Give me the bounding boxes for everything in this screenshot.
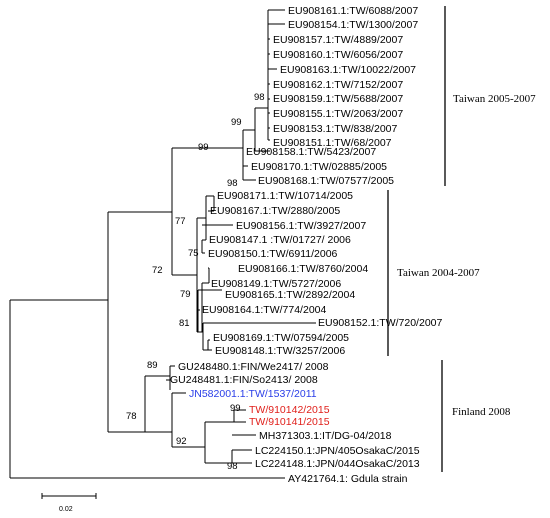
leaf-label: EU908164.1:TW/774/2004 <box>202 304 326 316</box>
leaf-label: EU908151.1:TW/68/2007 <box>273 137 392 149</box>
bootstrap-value: 75 <box>188 248 199 259</box>
bootstrap-value: 77 <box>175 216 186 227</box>
bootstrap-value: 98 <box>254 92 265 103</box>
leaf-label: EU908162.1:TW/7152/2007 <box>273 79 403 91</box>
leaf-label: EU908171.1:TW/10714/2005 <box>217 190 353 202</box>
clade-annotations: Taiwan 2005-2007 Taiwan 2004-2007 Finlan… <box>387 6 536 472</box>
scale-bar: 0.02 <box>41 493 97 513</box>
tree-branches <box>9 9 316 479</box>
leaf-label: GU248480.1:FIN/We2417/ 2008 <box>178 361 329 373</box>
leaf-label: EU908152.1:TW/720/2007 <box>318 317 442 329</box>
leaf-label: MH371303.1:IT/DG-04/2018 <box>259 430 392 442</box>
bootstrap-value: 89 <box>147 360 158 371</box>
leaf-label: LC224148.1:JPN/044OsakaC/2013 <box>255 458 420 470</box>
bootstrap-value: 92 <box>176 436 187 447</box>
leaf-label: GU248481.1:FIN/So2413/ 2008 <box>170 374 318 386</box>
bootstrap-value: 98 <box>227 178 238 189</box>
bootstrap-value: 98 <box>227 461 238 472</box>
leaf-label: EU908159.1:TW/5688/2007 <box>273 93 403 105</box>
clade-label-taiwan-2005-2007: Taiwan 2005-2007 <box>453 93 536 105</box>
scale-bar-label: 0.02 <box>59 506 73 513</box>
leaf-label: EU908150.1:TW/6911/2006 <box>208 248 338 260</box>
leaf-label: LC224150.1:JPN/405OsakaC/2015 <box>255 445 420 457</box>
leaf-label: EU908160.1:TW/6056/2007 <box>273 49 403 61</box>
leaf-label: EU908163.1:TW/10022/2007 <box>280 64 416 76</box>
leaf-label: TW/910142/2015 <box>249 404 330 416</box>
leaf-label: EU908161.1:TW/6088/2007 <box>288 5 418 17</box>
leaf-label: EU908153.1:TW/838/2007 <box>273 123 397 135</box>
bootstrap-value: 99 <box>198 142 209 153</box>
bootstrap-value: 81 <box>179 318 190 329</box>
leaf-label: EU908157.1:TW/4889/2007 <box>273 34 403 46</box>
leaf-label: EU908170.1:TW/02885/2005 <box>251 161 387 173</box>
leaf-label: EU908148.1:TW/3257/2006 <box>215 345 345 357</box>
leaf-label: EU908169.1:TW/07594/2005 <box>213 332 349 344</box>
leaf-label: EU908154.1:TW/1300/2007 <box>288 19 418 31</box>
bootstrap-values: 98 99 99 98 77 75 72 79 81 89 78 99 92 9… <box>126 92 265 472</box>
leaf-label: EU908155.1:TW/2063/2007 <box>273 108 403 120</box>
leaf-label: TW/910141/2015 <box>249 416 330 428</box>
leaf-label: EU908156.1:TW/3927/2007 <box>236 220 366 232</box>
leaf-label: EU908166.1:TW/8760/2004 <box>238 263 368 275</box>
leaf-label: EU908165.1:TW/2892/2004 <box>225 289 355 301</box>
leaf-label: EU908149.1:TW/5727/2006 <box>211 278 341 290</box>
leaf-label: EU908147.1 :TW/01727/ 2006 <box>209 234 351 246</box>
leaf-label: EU908167.1:TW/2880/2005 <box>210 205 340 217</box>
bootstrap-value: 72 <box>152 265 163 276</box>
bootstrap-value: 99 <box>230 403 241 414</box>
leaf-label: AY421764.1: Gdula strain <box>288 473 408 485</box>
clade-label-finland-2008: Finland 2008 <box>452 406 511 418</box>
bootstrap-value: 79 <box>180 289 191 300</box>
leaf-label: JN582001.1:TW/1537/2011 <box>189 388 317 400</box>
leaf-label: EU908158.1:TW/5423/2007 <box>246 146 376 158</box>
bootstrap-value: 99 <box>231 117 242 128</box>
leaf-labels: EU908161.1:TW/6088/2007 EU908154.1:TW/13… <box>170 5 442 485</box>
bootstrap-value: 78 <box>126 411 137 422</box>
clade-label-taiwan-2004-2007: Taiwan 2004-2007 <box>397 267 480 279</box>
leaf-label: EU908168.1:TW/07577/2005 <box>258 175 394 187</box>
